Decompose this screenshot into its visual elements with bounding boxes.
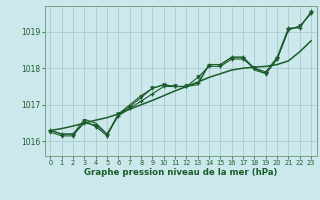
X-axis label: Graphe pression niveau de la mer (hPa): Graphe pression niveau de la mer (hPa) [84,168,277,177]
